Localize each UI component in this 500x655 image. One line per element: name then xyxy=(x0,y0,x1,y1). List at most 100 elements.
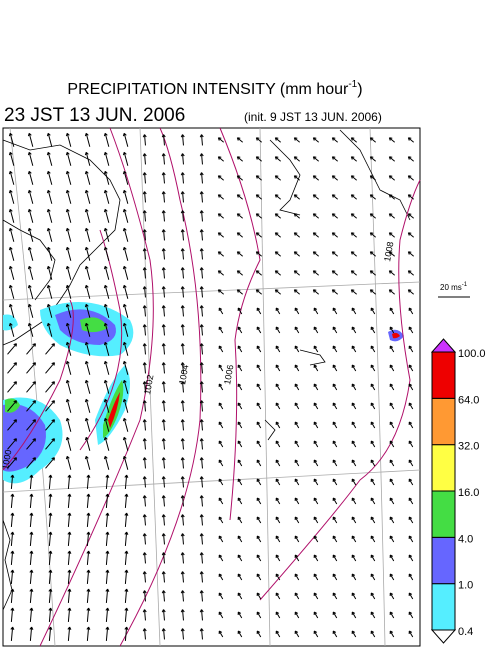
wind-arrow xyxy=(237,364,243,372)
wind-arrow xyxy=(10,550,15,566)
wind-arrow xyxy=(8,246,15,261)
wind-arrow xyxy=(48,512,53,528)
wind-arrow xyxy=(351,345,357,353)
wind-arrow xyxy=(26,362,36,374)
wind-arrow xyxy=(103,284,110,299)
wind-arrow xyxy=(142,590,147,602)
wind-arrow xyxy=(237,535,243,543)
wind-arrow xyxy=(313,345,319,353)
wind-arrow xyxy=(105,512,110,528)
wind-arrow xyxy=(237,402,243,410)
wind-arrow xyxy=(46,227,53,242)
wind-arrow xyxy=(369,232,377,238)
wind-arrow xyxy=(122,151,129,166)
wind-arrow xyxy=(275,611,281,619)
wind-arrow xyxy=(350,251,358,257)
wind-arrow xyxy=(29,607,34,623)
wind-arrow xyxy=(218,459,224,467)
wind-arrow xyxy=(389,345,395,353)
wind-arrow xyxy=(275,440,281,448)
wind-arrow xyxy=(237,421,243,429)
wind-arrow xyxy=(103,189,110,204)
wind-arrow xyxy=(256,459,262,467)
wind-arrow xyxy=(7,438,17,450)
wind-arrow xyxy=(389,459,395,467)
wind-arrow xyxy=(236,232,244,238)
wind-arrow xyxy=(7,343,17,355)
wind-arrow xyxy=(103,132,110,147)
wind-arrow xyxy=(180,590,185,602)
wind-arrow xyxy=(65,227,72,242)
wind-arrow xyxy=(46,208,53,223)
wind-arrow xyxy=(256,573,262,581)
wind-arrow xyxy=(389,440,395,448)
wind-arrow xyxy=(294,364,300,372)
wind-arrow xyxy=(294,402,300,410)
wind-arrow xyxy=(84,417,91,432)
wind-arrow xyxy=(122,398,129,413)
wind-arrow xyxy=(408,573,414,581)
wind-arrow xyxy=(294,573,300,581)
wind-arrow xyxy=(312,232,320,238)
wind-arrow xyxy=(351,459,357,467)
precip-area xyxy=(108,392,120,428)
wind-arrow xyxy=(103,227,110,242)
wind-arrow xyxy=(294,535,300,543)
wind-arrow xyxy=(122,132,129,147)
wind-arrow xyxy=(48,474,53,490)
wind-arrow xyxy=(142,305,147,317)
wind-arrow xyxy=(103,208,110,223)
wind-arrow xyxy=(142,172,147,184)
wind-arrow xyxy=(294,326,300,334)
wind-arrow xyxy=(218,630,224,638)
wind-arrow xyxy=(161,552,166,564)
wind-arrow xyxy=(180,229,185,241)
wind-arrow xyxy=(294,478,300,486)
wind-arrow xyxy=(332,402,338,410)
wind-arrow xyxy=(142,210,147,222)
wind-arrow xyxy=(388,156,396,162)
wind-arrow xyxy=(84,189,91,204)
wind-arrow xyxy=(408,554,414,562)
colorbar-label: 16.0 xyxy=(458,487,479,499)
wind-arrow xyxy=(332,554,338,562)
wind-arrow xyxy=(26,381,36,393)
wind-arrow xyxy=(332,611,338,619)
wind-arrow xyxy=(180,552,185,564)
wind-arrow xyxy=(45,438,55,450)
wind-arrow xyxy=(408,478,414,486)
wind-arrow xyxy=(312,251,320,257)
wind-arrow xyxy=(217,232,225,238)
wind-arrow xyxy=(46,246,53,261)
wind-arrow xyxy=(142,628,147,640)
wind-arrow xyxy=(180,400,185,412)
wind-arrow xyxy=(199,533,204,545)
wind-arrow xyxy=(237,478,243,486)
wind-arrow xyxy=(274,213,282,219)
wind-arrow xyxy=(27,227,34,242)
wind-arrow xyxy=(274,251,282,257)
colorbar-box xyxy=(431,444,456,492)
wind-arrow xyxy=(142,153,147,165)
wind-arrow xyxy=(180,571,185,583)
wind-arrow xyxy=(237,573,243,581)
wind-arrow xyxy=(256,554,262,562)
wind-arrow xyxy=(351,307,357,315)
wind-arrow xyxy=(293,232,301,238)
wind-arrow xyxy=(388,194,396,200)
wind-arrow xyxy=(65,398,72,413)
wind-arrow xyxy=(8,322,15,337)
wind-arrow xyxy=(27,322,34,337)
wind-arrow xyxy=(236,289,244,295)
wind-arrow xyxy=(124,512,129,528)
wind-arrow xyxy=(313,307,319,315)
wind-arrow xyxy=(218,402,224,410)
colorbar-under xyxy=(430,629,457,644)
wind-arrow xyxy=(275,516,281,524)
wind-arrow xyxy=(161,153,166,165)
wind-arrow xyxy=(124,626,129,642)
wind-arrow xyxy=(142,134,147,146)
wind-arrow xyxy=(332,307,338,315)
wind-arrow xyxy=(217,156,225,162)
